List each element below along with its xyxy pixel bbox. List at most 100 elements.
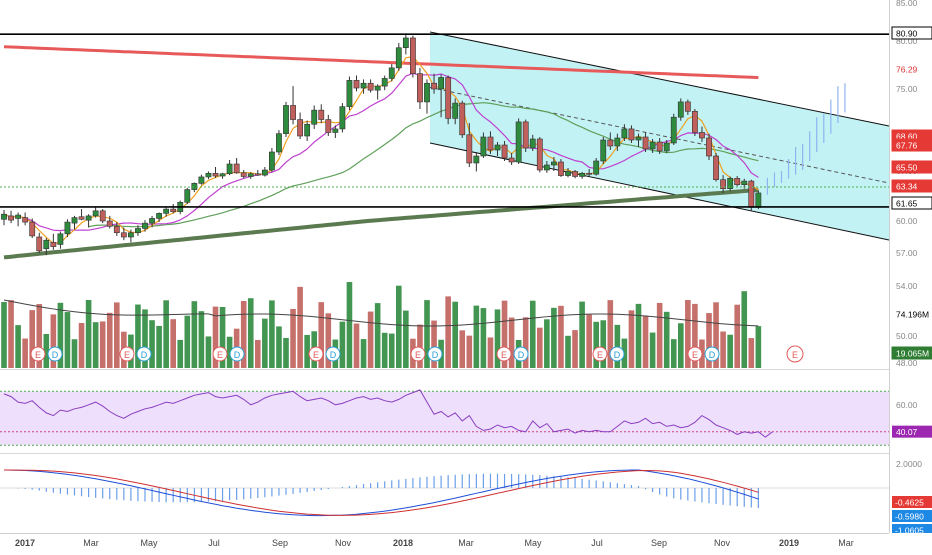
price-value-label-box bbox=[891, 138, 932, 152]
price-tick-label: 85.00 bbox=[896, 0, 918, 8]
candle-body bbox=[113, 226, 120, 234]
candle-body bbox=[99, 210, 106, 222]
earnings-marker bbox=[30, 346, 46, 362]
candle-body bbox=[283, 105, 289, 134]
volume-bar bbox=[734, 304, 740, 368]
time-tick-label: Sep bbox=[651, 538, 667, 548]
volume-bar bbox=[459, 330, 466, 368]
channel-mid-line bbox=[429, 87, 890, 184]
volume-bar bbox=[43, 333, 50, 368]
price-value-label: 80.90 bbox=[896, 29, 918, 39]
volume-bar bbox=[522, 317, 529, 368]
candle-body bbox=[325, 119, 332, 133]
time-tick-label: May bbox=[524, 538, 542, 548]
price-value-label: 65.50 bbox=[896, 163, 918, 173]
regression-channel bbox=[429, 31, 890, 241]
candle-body bbox=[614, 137, 621, 147]
volume-bar bbox=[226, 336, 233, 368]
earnings-marker-label: E bbox=[124, 350, 130, 360]
volume-bar bbox=[551, 307, 557, 368]
dividend-marker bbox=[325, 346, 341, 362]
candle-body bbox=[593, 160, 600, 175]
volume-bar bbox=[142, 309, 148, 368]
dividend-marker bbox=[427, 346, 443, 362]
channel-upper-line bbox=[429, 31, 890, 127]
earnings-marker-label: E bbox=[501, 350, 507, 360]
price-tick-label: 60.00 bbox=[896, 216, 918, 226]
candle-body bbox=[438, 77, 444, 90]
volume-bar bbox=[685, 300, 691, 368]
volume-bar bbox=[156, 325, 162, 368]
price-value-label: 19.065M bbox=[896, 349, 929, 359]
candle-body bbox=[149, 218, 155, 224]
volume-bar bbox=[297, 286, 303, 368]
volume-bar bbox=[304, 334, 310, 368]
volume-bar bbox=[388, 333, 395, 368]
volume-bar bbox=[290, 308, 296, 368]
price-tick-label: 54.00 bbox=[896, 281, 918, 291]
candle-body bbox=[388, 67, 395, 79]
candle-body bbox=[381, 78, 388, 87]
time-tick-label: May bbox=[140, 538, 158, 548]
volume-bar bbox=[198, 311, 205, 368]
price-value-label: 63.34 bbox=[896, 182, 918, 192]
candle-body bbox=[71, 217, 78, 224]
candle-body bbox=[290, 105, 296, 120]
candle-body bbox=[8, 215, 14, 221]
volume-bar bbox=[473, 305, 480, 368]
ma-200-line bbox=[3, 187, 759, 260]
volume-bar bbox=[579, 301, 585, 368]
candle-body bbox=[353, 80, 360, 89]
volume-bar bbox=[656, 302, 663, 368]
volume-bar bbox=[205, 336, 212, 368]
candle-body bbox=[163, 208, 170, 214]
price-value-label-box bbox=[891, 26, 932, 40]
earnings-marker bbox=[212, 346, 228, 362]
volume-bar bbox=[529, 300, 536, 368]
volume-bar bbox=[452, 301, 458, 368]
candle-body bbox=[501, 144, 508, 159]
candle-body bbox=[670, 116, 677, 144]
macd-tick-label: 2.0000 bbox=[896, 459, 922, 469]
price-axis: 85.0080.0075.0071.0067.5064.0060.0057.00… bbox=[891, 0, 932, 536]
volume-bar bbox=[424, 300, 430, 368]
candle-body bbox=[254, 173, 261, 176]
candle-body bbox=[424, 82, 430, 103]
candle-body bbox=[543, 164, 550, 171]
earnings-marker bbox=[687, 346, 703, 362]
candle-body bbox=[642, 136, 649, 150]
volume-bar bbox=[269, 300, 275, 368]
earnings-marker-label: E bbox=[217, 350, 223, 360]
candle-body bbox=[635, 136, 642, 141]
macd-value-label: -0.4625 bbox=[895, 498, 924, 508]
volume-bar bbox=[191, 301, 198, 368]
candle-body bbox=[22, 217, 29, 223]
volume-bar bbox=[748, 338, 755, 368]
volume-bar bbox=[607, 300, 614, 368]
candle-body bbox=[268, 151, 275, 171]
channel-lower-line bbox=[429, 142, 890, 241]
candle-body bbox=[170, 208, 177, 212]
volume-bar bbox=[706, 313, 712, 368]
price-tick-label: 80.00 bbox=[896, 36, 918, 46]
price-value-label-box bbox=[891, 346, 932, 360]
volume-bar bbox=[149, 320, 155, 368]
dividend-marker bbox=[136, 346, 152, 362]
volume-bar bbox=[635, 303, 642, 368]
dividend-marker-label: D bbox=[709, 350, 716, 360]
macd-value-label: -1.0605 bbox=[895, 526, 924, 536]
volume-bars bbox=[1, 282, 762, 368]
candle-body bbox=[466, 134, 473, 164]
candle-body bbox=[395, 47, 402, 69]
price-value-label: 67.76 bbox=[896, 141, 918, 151]
candle-body bbox=[529, 138, 536, 149]
dividend-marker-label: D bbox=[432, 350, 439, 360]
dividend-marker-label: D bbox=[330, 350, 337, 360]
volume-bar bbox=[240, 301, 247, 368]
candle-body bbox=[15, 214, 21, 219]
earnings-marker bbox=[496, 346, 512, 362]
volume-bar bbox=[353, 323, 360, 368]
earnings-marker bbox=[119, 346, 135, 362]
candle-body bbox=[565, 171, 571, 176]
